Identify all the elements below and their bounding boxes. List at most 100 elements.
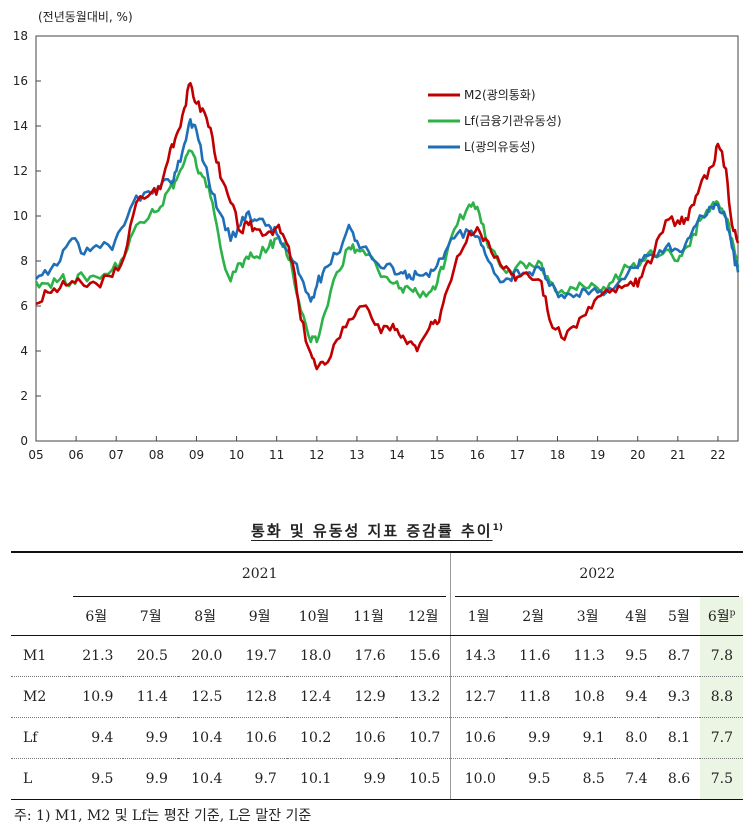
footnote: 주: 1) M1, M2 및 Lf는 평잔 기준, L은 말잔 기준 — [14, 808, 312, 824]
table-cell: 12.5 — [177, 676, 233, 718]
table-cell: 10.9 — [69, 676, 124, 718]
table-cell: 9.9 — [123, 717, 178, 759]
table-cell: 8.5 — [560, 758, 615, 800]
x-tick-label: 21 — [670, 448, 685, 462]
table-row: M2 10.9 11.4 12.5 12.8 12.4 12.9 13.2 12.7 11.8 10… — [11, 676, 743, 718]
y-tick-label: 14 — [13, 119, 28, 133]
x-tick-label: 20 — [630, 448, 645, 462]
year-2021-header: 2021 — [69, 551, 452, 597]
x-tick-label: 08 — [149, 448, 164, 462]
row-label: L — [11, 758, 69, 800]
table-cell: 10.8 — [560, 676, 615, 718]
y-tick-label: 6 — [20, 299, 28, 313]
table-cell: 9.4 — [69, 717, 124, 759]
y-tick-label: 2 — [20, 389, 28, 403]
table-cell: 7.8 — [700, 635, 743, 677]
row-label: M1 — [11, 635, 69, 677]
table-cell: 14.3 — [450, 635, 506, 677]
table-cell: 9.4 — [614, 676, 658, 718]
x-tick-label: 14 — [389, 448, 404, 462]
x-tick-label: 22 — [710, 448, 725, 462]
money-indicator-table: 2021 2022 6월 7월 8월 9월 10월 11월 12월 1월 2월 3월 4월 5월 6월p… — [11, 551, 743, 800]
y-tick-label: 12 — [13, 164, 28, 178]
table-cell: 9.9 — [123, 758, 178, 800]
legend-label: L(광의유동성) — [464, 140, 535, 154]
row-label: M2 — [11, 676, 69, 718]
table-cell: 10.6 — [450, 717, 506, 759]
y-tick-label: 0 — [20, 434, 28, 448]
table-cell: 18.0 — [286, 635, 342, 677]
table-cell: 10.6 — [341, 717, 396, 759]
table-cell: 10.0 — [450, 758, 506, 800]
table-cell: 9.3 — [657, 676, 701, 718]
table-cell: 21.3 — [69, 635, 124, 677]
y-axis-unit-label: (전년동월대비, %) — [38, 10, 133, 24]
table-cell: 20.0 — [177, 635, 233, 677]
series-line-lf — [34, 149, 740, 344]
y-tick-label: 4 — [20, 344, 28, 358]
table-cell: 7.4 — [614, 758, 658, 800]
table-cell: 9.5 — [505, 758, 561, 800]
x-tick-label: 05 — [28, 448, 43, 462]
table-row: Lf 9.4 9.9 10.4 10.6 10.2 10.6 10.7 10.6 9.9 9.1 8.… — [11, 717, 743, 759]
table-cell: 11.4 — [123, 676, 178, 718]
legend-label: Lf(금융기관유동성) — [464, 114, 562, 128]
table-cell: 9.5 — [614, 635, 658, 677]
x-tick-label: 07 — [109, 448, 124, 462]
x-tick-label: 12 — [309, 448, 324, 462]
table-title-text: 통화 및 유동성 지표 증감률 추이 — [251, 522, 493, 540]
table-cell: 9.7 — [232, 758, 287, 800]
table-cell: 12.7 — [450, 676, 506, 718]
legend-label: M2(광의통화) — [464, 88, 536, 102]
table-cell: 10.4 — [177, 758, 233, 800]
year-2021-label: 2021 — [73, 553, 447, 597]
table-cell: 11.3 — [560, 635, 615, 677]
table-cell: 8.8 — [700, 676, 743, 718]
money-growth-line-chart: (전년동월대비, %) 0 2 4 6 8 10 12 14 16 18 05 06 07 08 09 10… — [13, 10, 740, 462]
table-cell: 12.4 — [286, 676, 342, 718]
month-header: 12월 — [395, 597, 452, 636]
table-cell: 10.6 — [232, 717, 287, 759]
month-header: 3월 — [560, 597, 615, 636]
table-cell: 10.4 — [177, 717, 233, 759]
y-tick-label: 16 — [13, 74, 28, 88]
table-cell: 11.6 — [505, 635, 561, 677]
table-cell: 19.7 — [232, 635, 287, 677]
table-cell: 9.1 — [560, 717, 615, 759]
table-cell: 8.6 — [657, 758, 701, 800]
year-header-row: 2021 2022 — [11, 551, 743, 597]
month-header: 5월 — [657, 597, 701, 636]
x-tick-label: 11 — [269, 448, 284, 462]
table-cell: 10.7 — [395, 717, 452, 759]
table-cell: 7.7 — [700, 717, 743, 759]
table-title-footnote-mark: 1) — [492, 523, 503, 533]
table-cell: 8.1 — [657, 717, 701, 759]
table-cell: 7.5 — [700, 758, 743, 800]
x-tick-label: 06 — [68, 448, 83, 462]
month-corner-cell — [11, 597, 69, 636]
table-cell: 10.5 — [395, 758, 452, 800]
table-cell: 12.8 — [232, 676, 287, 718]
month-header: 1월 — [450, 597, 506, 636]
series-line-l — [35, 118, 740, 303]
series-line-m2 — [35, 82, 740, 371]
table-cell: 10.1 — [286, 758, 342, 800]
y-tick-label: 18 — [13, 29, 28, 43]
x-tick-label: 15 — [430, 448, 445, 462]
y-tick-label: 10 — [13, 209, 28, 223]
month-header: 7월 — [123, 597, 178, 636]
table-cell: 8.7 — [657, 635, 701, 677]
table-cell: 11.8 — [505, 676, 561, 718]
table-title: 통화 및 유동성 지표 증감률 추이1) — [0, 520, 754, 541]
year-2022-header: 2022 — [450, 551, 743, 597]
row-label: Lf — [11, 717, 69, 759]
month-header: 4월 — [614, 597, 658, 636]
x-tick-label: 09 — [189, 448, 204, 462]
plot-frame — [35, 35, 739, 442]
x-tick-label: 13 — [349, 448, 364, 462]
table-cell: 10.2 — [286, 717, 342, 759]
table-row: M1 21.3 20.5 20.0 19.7 18.0 17.6 15.6 14.3 11.6 11… — [11, 635, 743, 677]
preliminary-mark: p — [729, 608, 736, 619]
table-cell: 13.2 — [395, 676, 452, 718]
year-2022-label: 2022 — [455, 553, 739, 597]
